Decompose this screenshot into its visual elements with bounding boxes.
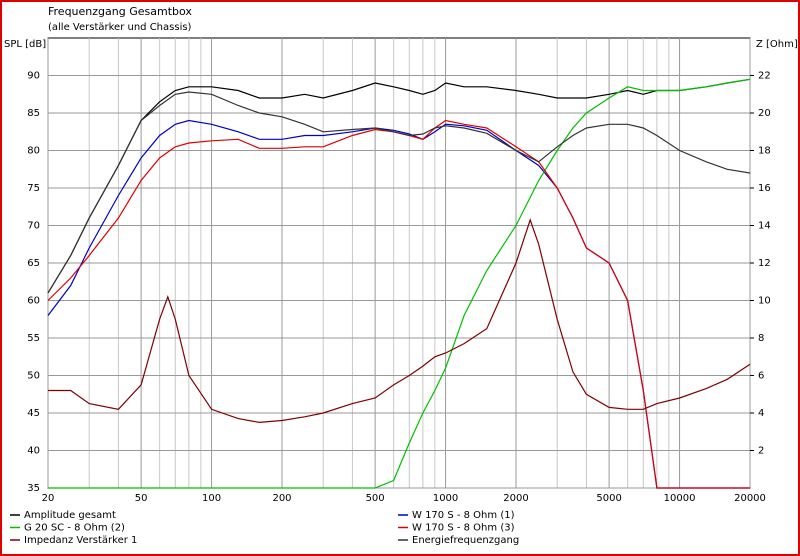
y-tick-label: 85 <box>27 108 40 119</box>
y-tick-label: 65 <box>27 258 40 269</box>
y-tick-label: 90 <box>27 71 40 82</box>
y2-tick-label: 6 <box>758 371 764 382</box>
legend-label: W 170 S - 8 Ohm (3) <box>412 523 515 534</box>
x-tick-label: 10000 <box>664 493 696 504</box>
y-tick-label: 50 <box>27 371 40 382</box>
y2-tick-label: 10 <box>758 296 771 307</box>
chart-title: Frequenzgang Gesamtbox <box>48 5 192 18</box>
legend-label: Impedanz Verstärker 1 <box>24 535 137 546</box>
y2-tick-label: 16 <box>758 183 771 194</box>
legend-label: Energiefrequenzgang <box>412 535 519 546</box>
x-tick-label: 500 <box>366 493 385 504</box>
y-axis-label: SPL [dB] <box>4 39 46 50</box>
y2-tick-label: 8 <box>758 333 764 344</box>
x-tick-label: 20 <box>42 493 55 504</box>
series-line <box>48 78 751 489</box>
x-tick-label: 2000 <box>503 493 528 504</box>
y-tick-label: 70 <box>27 221 40 232</box>
x-tick-label: 1000 <box>433 493 458 504</box>
y-tick-label: 80 <box>27 146 40 157</box>
x-tick-label: 100 <box>202 493 221 504</box>
series-line <box>47 78 751 294</box>
legend-label: Amplitude gesamt <box>24 510 116 521</box>
y2-tick-label: 4 <box>758 408 764 419</box>
y-tick-label: 75 <box>27 183 40 194</box>
y2-tick-label: 20 <box>758 108 771 119</box>
x-tick-label: 200 <box>272 493 291 504</box>
y2-tick-label: 22 <box>758 71 771 82</box>
y2-tick-label: 2 <box>758 446 764 457</box>
series-line <box>47 91 751 294</box>
legend-label: G 20 SC - 8 Ohm (2) <box>24 523 125 534</box>
y-tick-label: 35 <box>27 483 40 494</box>
y-tick-label: 60 <box>27 296 40 307</box>
y-tick-label: 40 <box>27 446 40 457</box>
legend-label: W 170 S - 8 Ohm (1) <box>412 510 515 521</box>
x-tick-label: 20000 <box>734 493 766 504</box>
x-tick-label: 5000 <box>596 493 621 504</box>
y2-tick-label: 18 <box>758 146 771 157</box>
y2-tick-label: 14 <box>758 221 771 232</box>
y-tick-label: 45 <box>27 408 40 419</box>
series-line <box>47 119 750 489</box>
chart-subtitle: (alle Verstärker und Chassis) <box>48 22 192 33</box>
y-tick-label: 55 <box>27 333 40 344</box>
x-tick-label: 50 <box>135 493 148 504</box>
series-line <box>48 218 751 424</box>
y2-axis-label: Z [Ohm] <box>756 39 798 50</box>
y2-tick-label: 12 <box>758 258 771 269</box>
